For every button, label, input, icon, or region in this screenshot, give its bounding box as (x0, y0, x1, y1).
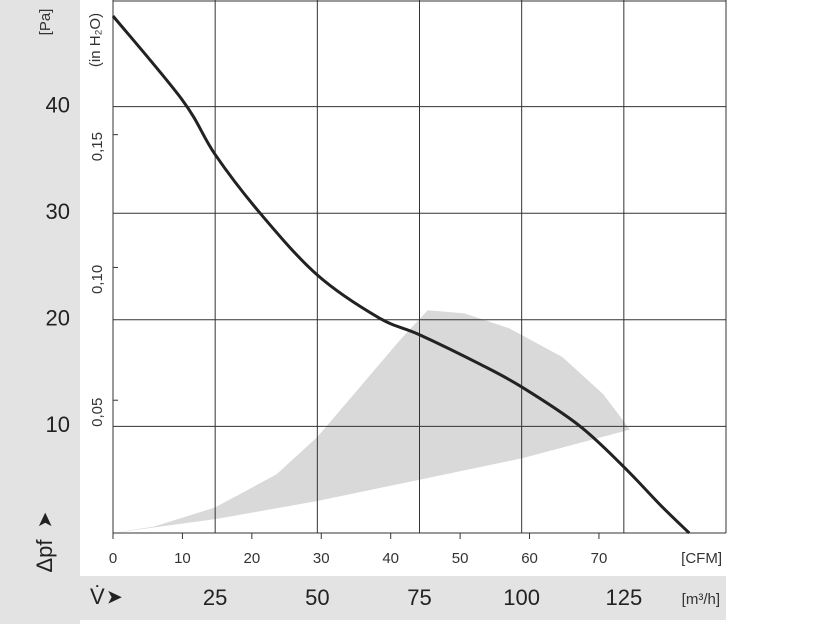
x2-tick-label: 30 (313, 550, 330, 567)
y2-tick-label: 0,05 (89, 398, 106, 427)
x2-tick-label: 20 (244, 550, 261, 567)
plot (111, 0, 727, 539)
y2-label: (in H₂O) (87, 13, 104, 67)
curve (111, 15, 691, 535)
x2-label: [CFM] (681, 550, 722, 567)
y-symbol: Δpf (32, 539, 57, 573)
y2-tick-label: 0,15 (89, 132, 106, 161)
left-band (0, 0, 80, 624)
x-arrow: ➤ (106, 586, 123, 608)
operating-range (113, 310, 630, 533)
x2-tick-label: 50 (452, 550, 469, 567)
x2-tick-label: 10 (174, 550, 191, 567)
x-tick-label: 125 (605, 585, 642, 610)
y-label: [Pa] (37, 9, 54, 36)
bottom-band (80, 576, 726, 620)
x2-tick-label: 60 (521, 550, 538, 567)
x2-tick-label: 70 (591, 550, 608, 567)
x-tick-label: 100 (503, 585, 540, 610)
y-arrow: ➤ (34, 512, 56, 529)
y-tick-label: 20 (46, 306, 70, 331)
y2-tick-label: 0,10 (89, 265, 106, 294)
x-tick-label: 25 (203, 585, 227, 610)
x2-tick-label: 0 (109, 550, 117, 567)
y-tick-label: 10 (46, 412, 70, 437)
x2-tick-label: 40 (382, 550, 399, 567)
x-label: [m³/h] (682, 591, 720, 608)
x-tick-label: 75 (407, 585, 431, 610)
y-tick-label: 30 (46, 199, 70, 224)
x-symbol: V̇ (90, 584, 105, 609)
x-tick-label: 50 (305, 585, 329, 610)
y-tick-label: 40 (46, 92, 70, 117)
